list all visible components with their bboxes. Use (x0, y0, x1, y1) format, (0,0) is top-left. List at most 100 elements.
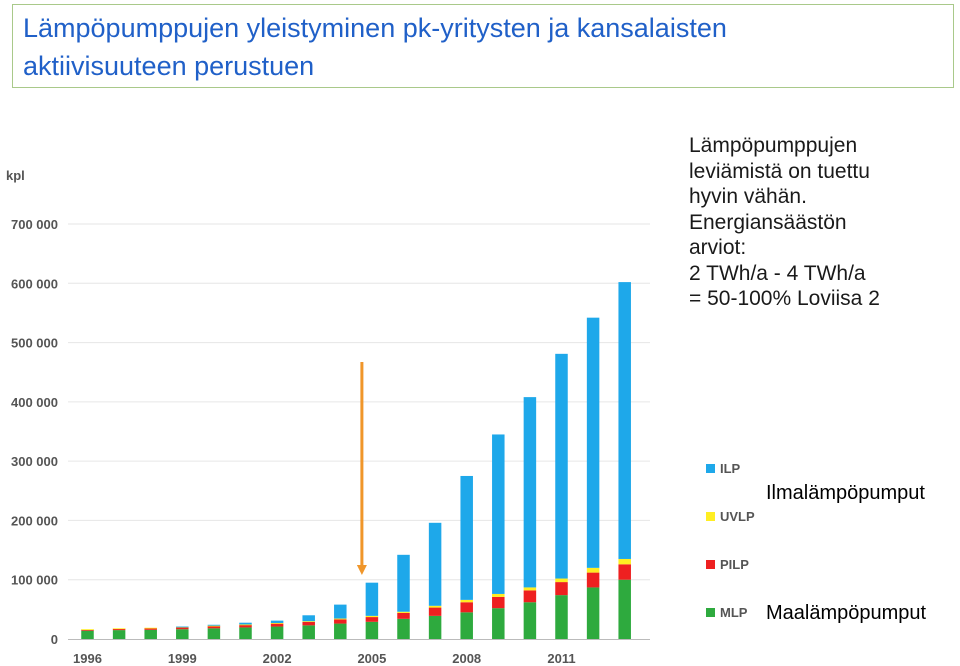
legend-swatch-uvlp (706, 512, 715, 521)
y-tick-label: 400 000 (11, 395, 58, 410)
bar-segment-pilp (428, 607, 442, 616)
x-tick-label: 2002 (263, 651, 292, 666)
bar-segment-mlp (397, 618, 410, 639)
bar-segment-uvlp (334, 618, 347, 620)
bar-segment-ilp (270, 620, 284, 623)
bar-segment-pilp (365, 617, 379, 622)
bar-segment-mlp (334, 623, 347, 639)
note-line: Lämpöpumppujen (689, 134, 858, 157)
title-box: Lämpöpumppujen yleistyminen pk-yritysten… (12, 4, 954, 88)
legend-swatch-pilp (706, 560, 715, 569)
bar-segment-mlp (586, 587, 600, 639)
legend-label-pilp: PILP (720, 557, 749, 572)
bar-segment-uvlp (555, 578, 568, 583)
bar-segment-uvlp (586, 567, 600, 573)
bar-segment-ilp (618, 282, 631, 559)
bar-segment-mlp (365, 621, 379, 639)
bar-segment-mlp (112, 630, 126, 639)
bar-segment-ilp (586, 317, 600, 568)
bar-segment-pilp (144, 628, 157, 630)
bar-segment-ilp (302, 615, 315, 622)
bar-segment-mlp (618, 579, 631, 639)
bar-segment-uvlp (112, 628, 126, 630)
y-axis-label: kpl (6, 168, 25, 183)
legend-label-uvlp: UVLP (720, 509, 755, 524)
bar-segment-uvlp (302, 621, 315, 623)
bar-segment-mlp (81, 630, 94, 639)
bar-segment-mlp (207, 628, 221, 639)
bar-segment-ilp (492, 434, 505, 594)
legend-label-ilp: ILP (720, 461, 741, 476)
note-line: = 50-100% Loviisa 2 (689, 287, 880, 310)
bar-segment-mlp (492, 608, 505, 639)
note-line: leviämistä on tuettu (689, 159, 870, 183)
y-tick-label: 0 (51, 632, 58, 647)
bar-segment-pilp (523, 590, 537, 603)
bar-segment-uvlp (239, 624, 252, 626)
x-tick-label: 2011 (547, 651, 575, 666)
note-line: arviot: (689, 236, 747, 259)
bar-segment-pilp (302, 621, 315, 626)
page-title-line-1: Lämpöpumppujen yleistyminen pk-yritysten… (23, 13, 727, 43)
bar-segment-uvlp (365, 615, 379, 618)
bar-segment-pilp (112, 628, 126, 631)
bar-segment-mlp (460, 612, 473, 639)
bar-segment-pilp (555, 582, 568, 596)
bar-segment-ilp (523, 397, 537, 588)
bar-segment-ilp (334, 604, 347, 619)
bar-segment-pilp (81, 629, 94, 631)
bar-segment-mlp (523, 602, 537, 639)
bar-segment-pilp (397, 612, 410, 619)
bar-segment-pilp (207, 625, 221, 629)
legend-label-mlp: MLP (720, 605, 748, 620)
bar-segment-uvlp (460, 599, 473, 603)
bar-segment-uvlp (270, 622, 284, 624)
bar-segment-ilp (460, 475, 473, 600)
y-axis-tick-labels: 0 100 000 200 000 300 000 400 000 500 000 600 … (11, 217, 58, 647)
bar-segment-uvlp (523, 587, 537, 591)
y-tick-label: 500 000 (11, 336, 58, 351)
legend: ILP UVLP PILP MLP (706, 461, 755, 620)
y-tick-label: 300 000 (11, 454, 58, 469)
x-tick-label: 2008 (452, 651, 481, 666)
x-tick-label: 1996 (73, 651, 102, 666)
page-title-line-2: aktiivisuuteen perustuen (23, 51, 315, 81)
note-line: hyvin vähän. (689, 185, 807, 208)
bar-segment-pilp (618, 564, 631, 580)
bar-segment-uvlp (207, 625, 221, 627)
bar-segment-mlp (144, 629, 157, 639)
bar-segment-uvlp (618, 558, 631, 565)
bar-segment-pilp (239, 624, 252, 628)
bar-segment-uvlp (144, 627, 157, 629)
legend-swatch-ilp (706, 464, 715, 473)
bar-segment-mlp (270, 626, 284, 639)
bar-segment-ilp (239, 622, 252, 625)
bar-segment-uvlp (492, 593, 505, 597)
bar-segment-mlp (555, 595, 568, 639)
bar-segment-pilp (586, 572, 600, 588)
note-line: 2 TWh/a - 4 TWh/a (689, 261, 866, 285)
bar-segment-ilp (176, 626, 189, 628)
bar-segment-uvlp (428, 605, 442, 608)
x-tick-label: 1999 (168, 651, 197, 666)
bar-segment-pilp (460, 602, 473, 613)
bar-segment-ilp (207, 624, 221, 626)
y-tick-label: 700 000 (11, 217, 58, 232)
callout-maalampopumput: Maalämpöpumput (766, 602, 927, 624)
x-axis-tick-labels: 1996 1999 2002 2005 2008 2011 (73, 651, 576, 666)
bar-segment-mlp (176, 629, 189, 639)
bar-segment-mlp (239, 627, 252, 639)
bar-stacks (81, 282, 631, 639)
bar-segment-uvlp (81, 629, 94, 631)
bar-segment-mlp (302, 625, 315, 639)
note-line: Energiansäästön (689, 210, 847, 234)
bar-segment-ilp (365, 582, 379, 616)
callout-ilmalampopumput: Ilmalämpöpumput (766, 482, 925, 504)
bar-segment-pilp (334, 619, 347, 624)
bar-segment-ilp (428, 522, 442, 606)
bar-segment-pilp (270, 623, 284, 627)
y-tick-label: 600 000 (11, 276, 58, 291)
bar-segment-ilp (397, 554, 410, 612)
legend-swatch-mlp (706, 608, 715, 617)
bar-segment-uvlp (397, 611, 410, 613)
